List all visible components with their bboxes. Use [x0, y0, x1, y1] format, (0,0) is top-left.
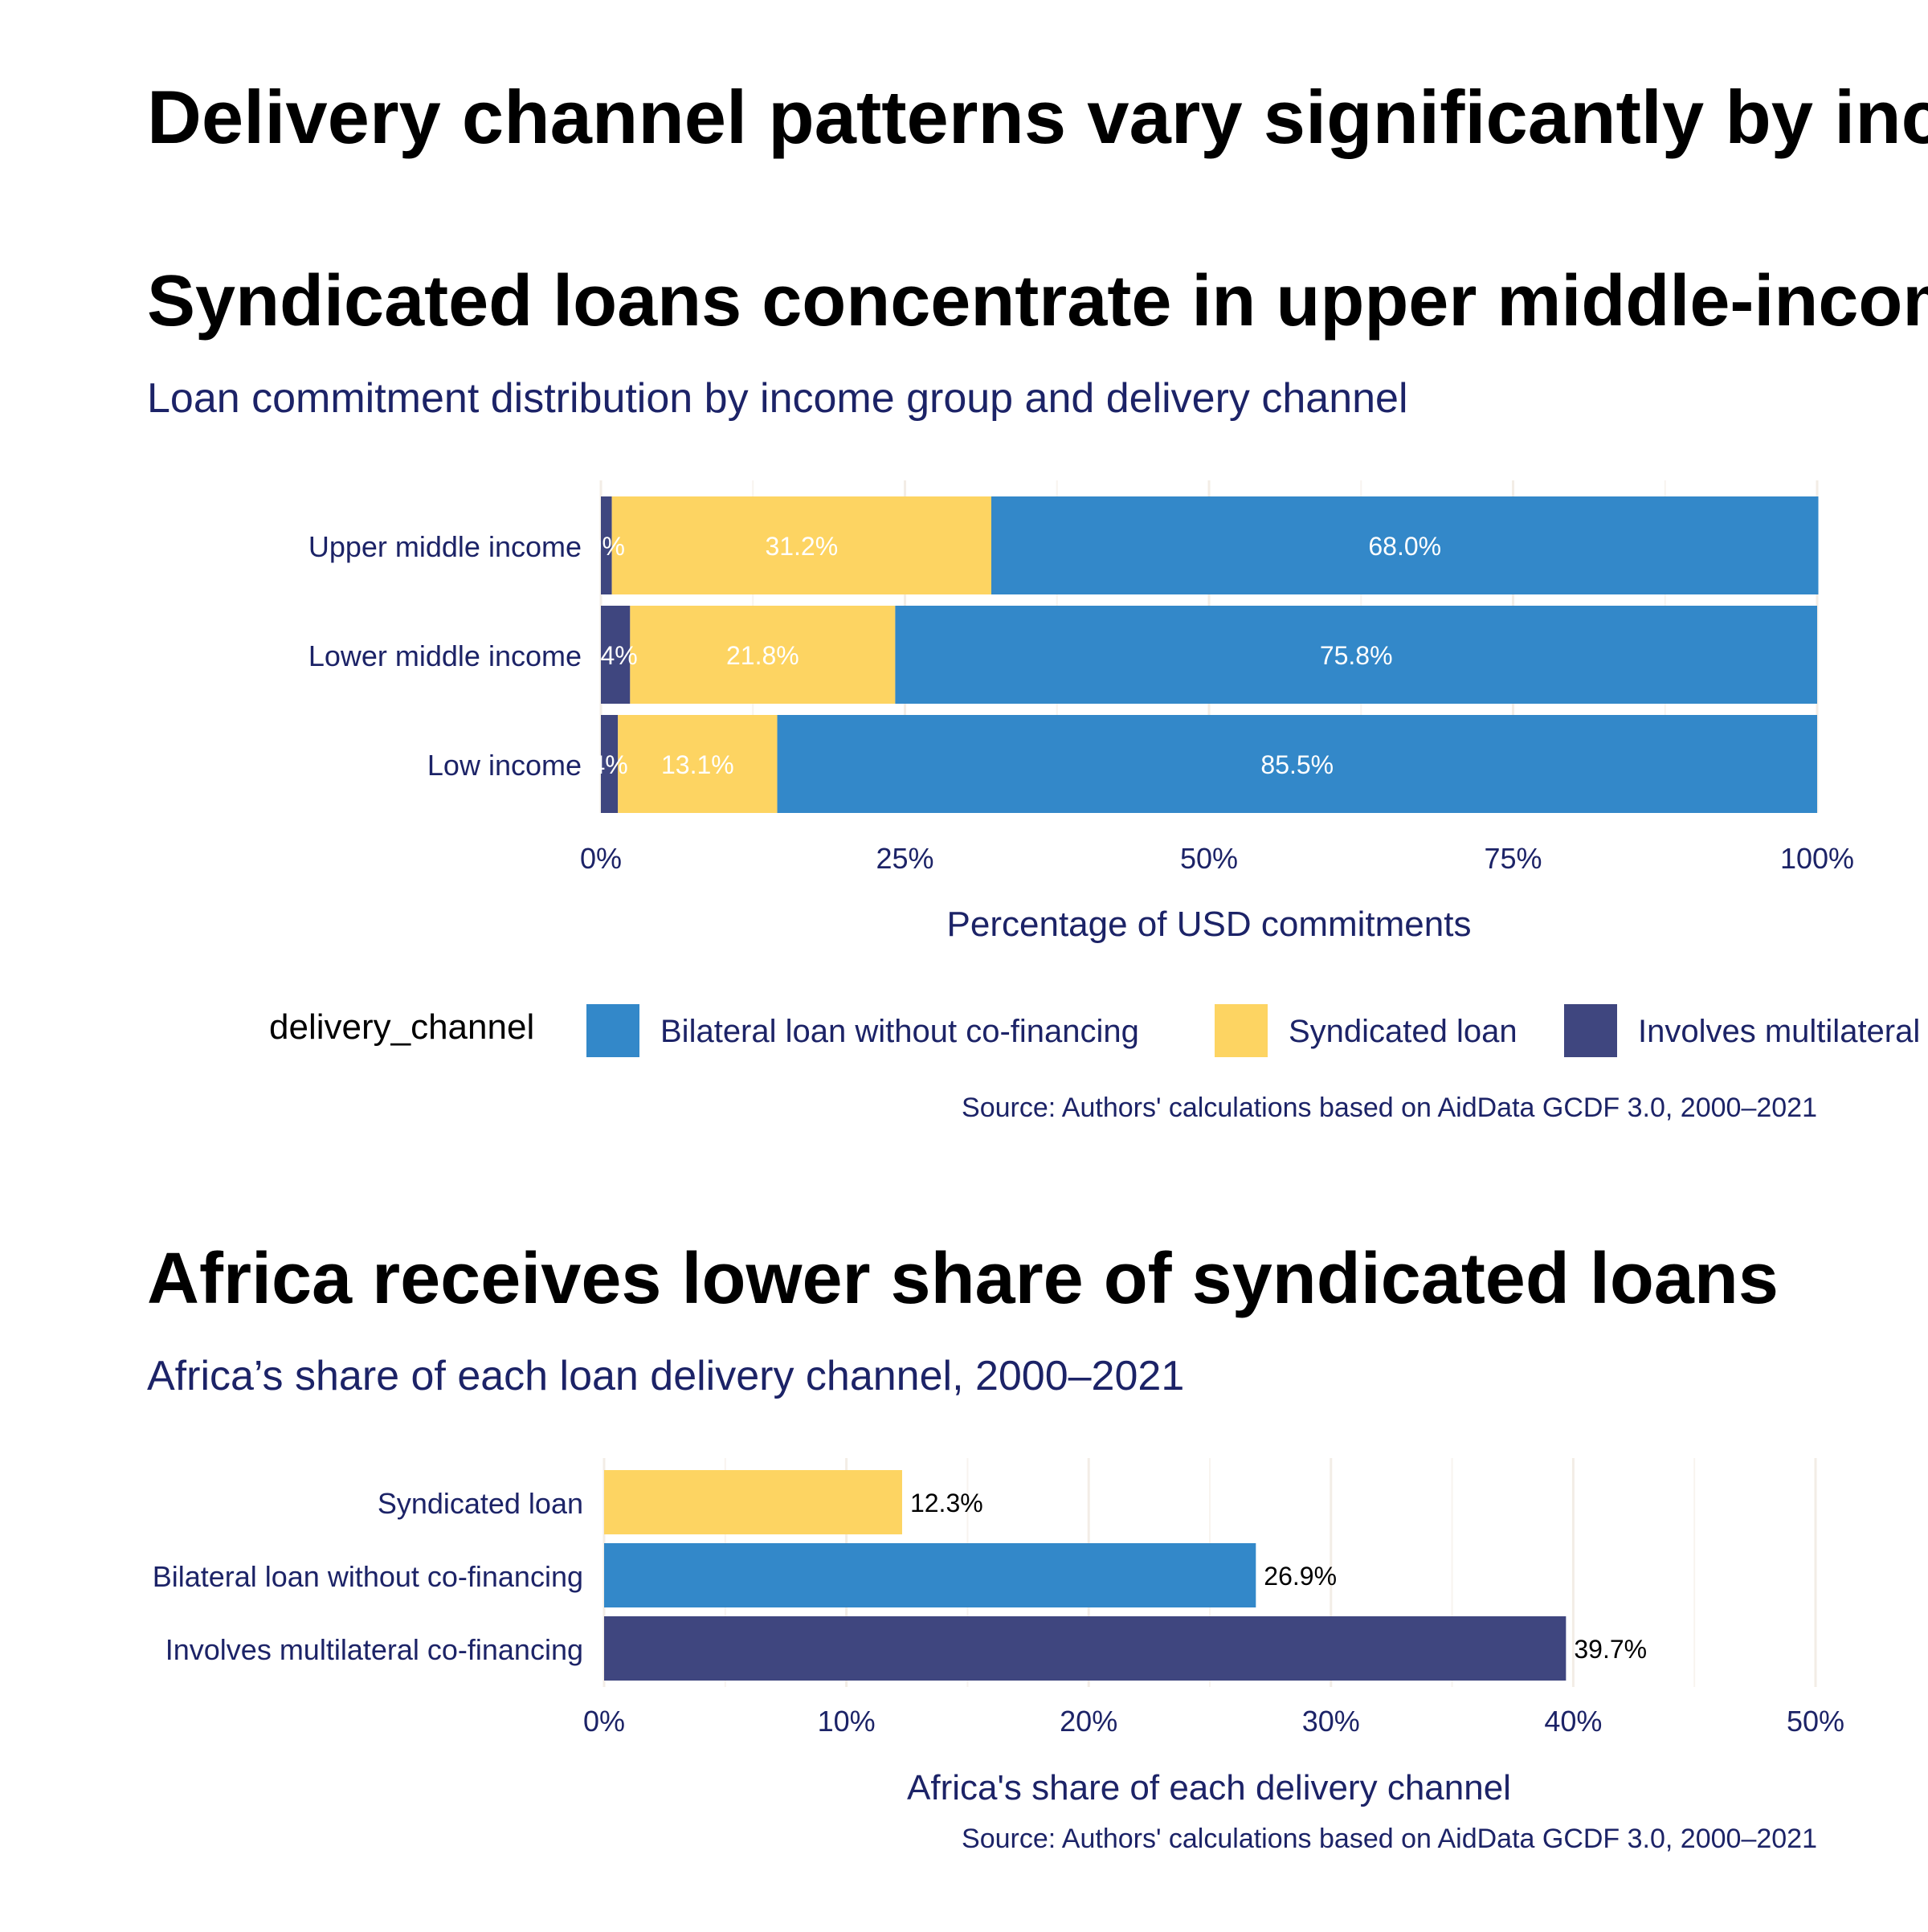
chart2-caption: Source: Authors' calculations based on A…	[962, 1824, 1817, 1854]
chart2-bar-row-involves-multilateral-co-financing: 39.7%	[604, 1616, 1647, 1681]
legend-item-bilateral-loan-without-co-financing: Bilateral loan without co-financing	[586, 1004, 1139, 1057]
chart1-bar-bilateral-loan-without-co-financing	[991, 496, 1819, 594]
chart2-bar-syndicated-loan	[604, 1470, 902, 1534]
chart1-data-label: 13.1%	[661, 750, 734, 779]
chart2-x-tick-label: 40%	[1544, 1705, 1602, 1738]
chart2-x-tick-label: 10%	[818, 1705, 876, 1738]
chart1-legend: delivery_channel Bilateral loan without …	[269, 1004, 1928, 1057]
legend-item-involves-multilateral-co-financing: Involves multilateral co-financing	[1564, 1004, 1928, 1057]
chart1-data-label: 85.5%	[1260, 750, 1334, 779]
chart2-bar-row-syndicated-loan: 12.3%	[604, 1470, 983, 1534]
chart1-bars: 9% 31.2% 68.0% .4% 21.8% 75.8% 4% 13.1% 85.5%	[588, 496, 1819, 813]
chart-africa-share: Africa receives lower share of syndicate…	[147, 1239, 1844, 1854]
chart2-bars: 12.3% 26.9% 39.7%	[604, 1470, 1647, 1681]
chart2-category-labels: Syndicated loan Bilateral loan without co…	[153, 1487, 583, 1666]
chart2-x-tick-label: 20%	[1060, 1705, 1117, 1738]
chart1-caption: Source: Authors' calculations based on A…	[962, 1093, 1817, 1123]
legend-key	[586, 1004, 639, 1057]
chart1-data-label: .4%	[594, 641, 638, 670]
chart1-data-label: 75.8%	[1320, 641, 1393, 670]
chart2-bar-bilateral-loan-without-co-financing	[604, 1543, 1256, 1607]
chart2-x-tick-label: 30%	[1302, 1705, 1360, 1738]
chart1-bar-syndicated-loan	[630, 606, 896, 704]
chart1-category-label: Low income	[427, 749, 582, 782]
chart1-category-labels: Upper middle income Lower middle income Lo…	[308, 530, 582, 782]
chart1-x-tick-label: 50%	[1180, 842, 1238, 875]
legend-key	[1215, 1004, 1268, 1057]
chart1-subtitle: Loan commitment distribution by income g…	[147, 375, 1408, 422]
chart1-title: Syndicated loans concentrate in upper mi…	[147, 261, 1928, 341]
chart2-bar-row-bilateral-loan-without-co-financing: 26.9%	[604, 1543, 1337, 1607]
chart1-bar-involves-multilateral-co-financing	[601, 606, 631, 704]
chart1-data-label: 21.8%	[726, 641, 799, 670]
chart1-x-ticks: 0% 25% 50% 75% 100%	[580, 842, 1854, 875]
chart1-bar-bilateral-loan-without-co-financing	[895, 606, 1817, 704]
chart2-category-label: Bilateral loan without co-financing	[153, 1560, 583, 1593]
chart1-bar-bilateral-loan-without-co-financing	[777, 715, 1817, 813]
chart2-data-label: 39.7%	[1574, 1635, 1647, 1664]
chart2-data-label: 12.3%	[910, 1489, 983, 1517]
chart2-category-label: Involves multilateral co-financing	[165, 1633, 583, 1666]
chart2-bar-involves-multilateral-co-financing	[604, 1616, 1566, 1681]
chart2-title: Africa receives lower share of syndicate…	[147, 1239, 1779, 1319]
legend-label: Syndicated loan	[1289, 1014, 1517, 1049]
chart1-bar-row-low-income: 4% 13.1% 85.5%	[590, 715, 1817, 813]
chart1-data-label: 68.0%	[1368, 532, 1441, 561]
chart1-category-label: Upper middle income	[308, 530, 582, 563]
chart1-data-label: 31.2%	[765, 532, 838, 561]
chart2-subtitle: Africa’s share of each loan delivery cha…	[147, 1353, 1184, 1399]
chart1-x-tick-label: 25%	[876, 842, 933, 875]
chart2-data-label: 26.9%	[1264, 1562, 1337, 1591]
legend-key	[1564, 1004, 1617, 1057]
chart2-x-axis-label: Africa's share of each delivery channel	[907, 1768, 1511, 1807]
chart1-bar-syndicated-loan	[618, 715, 778, 813]
chart2-x-tick-label: 50%	[1787, 1705, 1844, 1738]
chart1-category-label: Lower middle income	[308, 639, 582, 672]
chart2-x-ticks: 0% 10% 20% 30% 40% 50%	[583, 1705, 1844, 1738]
chart1-x-tick-label: 75%	[1484, 842, 1542, 875]
chart1-bar-involves-multilateral-co-financing	[601, 496, 612, 594]
chart-income-group: Syndicated loans concentrate in upper mi…	[147, 261, 1928, 1123]
chart1-data-label: 9%	[588, 532, 625, 561]
chart2-x-tick-label: 0%	[583, 1705, 625, 1738]
chart1-x-tick-label: 100%	[1780, 842, 1854, 875]
legend-label: Involves multilateral co-financing	[1638, 1014, 1928, 1049]
legend-item-syndicated-loan: Syndicated loan	[1215, 1004, 1517, 1057]
page-title: Delivery channel patterns vary significa…	[147, 75, 1928, 159]
chart1-bar-involves-multilateral-co-financing	[601, 715, 619, 813]
chart1-bar-syndicated-loan	[611, 496, 991, 594]
chart1-x-tick-label: 0%	[580, 842, 622, 875]
legend-title: delivery_channel	[269, 1007, 534, 1047]
legend-label: Bilateral loan without co-financing	[660, 1014, 1139, 1049]
chart1-bar-row-lower-middle-income: .4% 21.8% 75.8%	[594, 606, 1817, 704]
chart1-bar-row-upper-middle-income: 9% 31.2% 68.0%	[588, 496, 1819, 594]
chart2-category-label: Syndicated loan	[378, 1487, 583, 1520]
chart1-x-axis-label: Percentage of USD commitments	[947, 905, 1472, 944]
chart1-data-label: 4%	[590, 750, 627, 779]
